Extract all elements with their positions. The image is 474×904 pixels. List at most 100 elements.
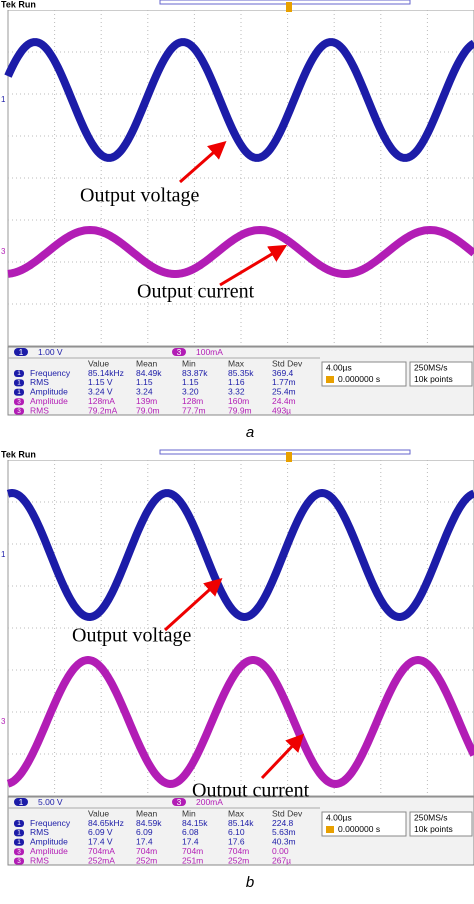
row-value: 40.3m	[272, 837, 296, 847]
row-badge	[14, 829, 24, 837]
row-value: 25.4m	[272, 387, 296, 397]
row-value: 17.4	[136, 837, 153, 847]
row-badge	[14, 370, 24, 377]
row-badge	[14, 820, 24, 827]
row-channel: 3	[17, 398, 21, 405]
row-name: Amplitude	[30, 396, 68, 406]
channel-badge	[172, 798, 186, 806]
row-value: 128m	[182, 396, 203, 406]
row-channel: 1	[17, 839, 21, 846]
sample-box	[409, 811, 473, 837]
row-name: Frequency	[30, 818, 71, 828]
trigger-icon	[326, 826, 334, 833]
column-header: Value	[88, 808, 109, 818]
scope-panel: Tek Run 1 3 Output voltage Output current 1 1.…	[0, 0, 474, 441]
row-value: 252m	[228, 855, 249, 865]
time-box	[321, 811, 407, 837]
arrow	[260, 733, 305, 780]
channel-badge-text: 3	[177, 347, 182, 357]
row-value: 6.10	[228, 827, 245, 837]
sample-rate: 250MS/s	[414, 812, 448, 822]
header-bar	[0, 0, 474, 10]
row-badge	[14, 398, 24, 406]
timebase: 4.00µs	[326, 362, 352, 372]
column-header: Std Dev	[272, 358, 303, 368]
row-name: Amplitude	[30, 387, 68, 397]
row-value: 77.7m	[182, 405, 206, 415]
scope-panel: Tek Run 1 3 Output voltage Output current 1 5.…	[0, 449, 474, 891]
row-value: 704mA	[88, 846, 115, 856]
row-value: 704m	[182, 846, 203, 856]
channel-badge	[14, 348, 28, 356]
timebase: 4.00µs	[326, 812, 352, 822]
row-badge	[14, 838, 24, 846]
row-value: 3.24 V	[88, 387, 113, 397]
trigger-marker	[286, 2, 292, 12]
row-badge	[14, 407, 24, 415]
row-value: 79.9m	[228, 405, 252, 415]
row-badge	[14, 388, 24, 396]
row-value: 267µ	[272, 855, 291, 865]
channel-badge-text: 1	[19, 347, 24, 357]
row-value: 160m	[228, 396, 249, 406]
row-channel: 1	[17, 370, 21, 377]
row-value: 704m	[228, 846, 249, 856]
channel-marker: 3	[1, 247, 6, 256]
channel-badge-text: 1	[19, 797, 24, 807]
row-channel: 1	[17, 820, 21, 827]
row-value: 17.4 V	[88, 837, 113, 847]
voltage-label: Output voltage	[80, 185, 200, 207]
row-value: 139m	[136, 396, 157, 406]
row-name: RMS	[30, 855, 49, 865]
channel-scale: 100mA	[196, 347, 223, 357]
row-value: 83.87k	[182, 368, 208, 378]
channel-scale: 1.00 V	[38, 347, 63, 357]
row-value: 85.35k	[228, 368, 254, 378]
column-header: Mean	[136, 358, 158, 368]
row-value: 224.8	[272, 818, 294, 828]
row-name: Amplitude	[30, 846, 68, 856]
arrow	[179, 141, 227, 184]
record-length: 10k points	[414, 374, 453, 384]
column-header: Mean	[136, 808, 158, 818]
row-name: RMS	[30, 827, 49, 837]
row-channel: 3	[17, 848, 21, 855]
row-badge	[14, 848, 24, 856]
row-name: RMS	[30, 405, 49, 415]
header-bar	[0, 450, 474, 460]
row-value: 17.6	[228, 837, 245, 847]
trigger-bar	[159, 0, 411, 5]
header: Tek Run	[1, 0, 36, 9]
arrow	[163, 577, 223, 632]
row-value: 84.49k	[136, 368, 162, 378]
row-value: 1.15	[182, 377, 199, 387]
caption: b	[246, 874, 254, 891]
row-badge	[14, 379, 24, 387]
current-label: Output current	[137, 281, 255, 303]
column-header: Std Dev	[272, 808, 303, 818]
row-value: 369.4	[272, 368, 294, 378]
current-label: Output current	[192, 780, 310, 802]
header: Tek Run	[1, 449, 36, 459]
channel-marker: 1	[1, 95, 6, 104]
channel-scale: 200mA	[196, 797, 223, 807]
waveform	[6, 489, 474, 621]
row-channel: 1	[17, 830, 21, 837]
row-value: 1.16	[228, 377, 245, 387]
row-channel: 1	[17, 389, 21, 396]
row-value: 84.15k	[182, 818, 208, 828]
column-header: Min	[182, 358, 196, 368]
row-value: 3.20	[182, 387, 199, 397]
caption: a	[246, 424, 254, 441]
channel-badge-text: 3	[177, 797, 182, 807]
row-name: Amplitude	[30, 837, 68, 847]
channel-badge	[14, 798, 28, 806]
column-header: Value	[88, 358, 109, 368]
row-value: 1.15 V	[88, 377, 113, 387]
row-value: 1.77m	[272, 377, 296, 387]
arrow	[219, 244, 288, 287]
row-value: 17.4	[182, 837, 199, 847]
row-value: 252mA	[88, 855, 115, 865]
column-header: Max	[228, 808, 245, 818]
trigger-marker	[286, 452, 292, 462]
